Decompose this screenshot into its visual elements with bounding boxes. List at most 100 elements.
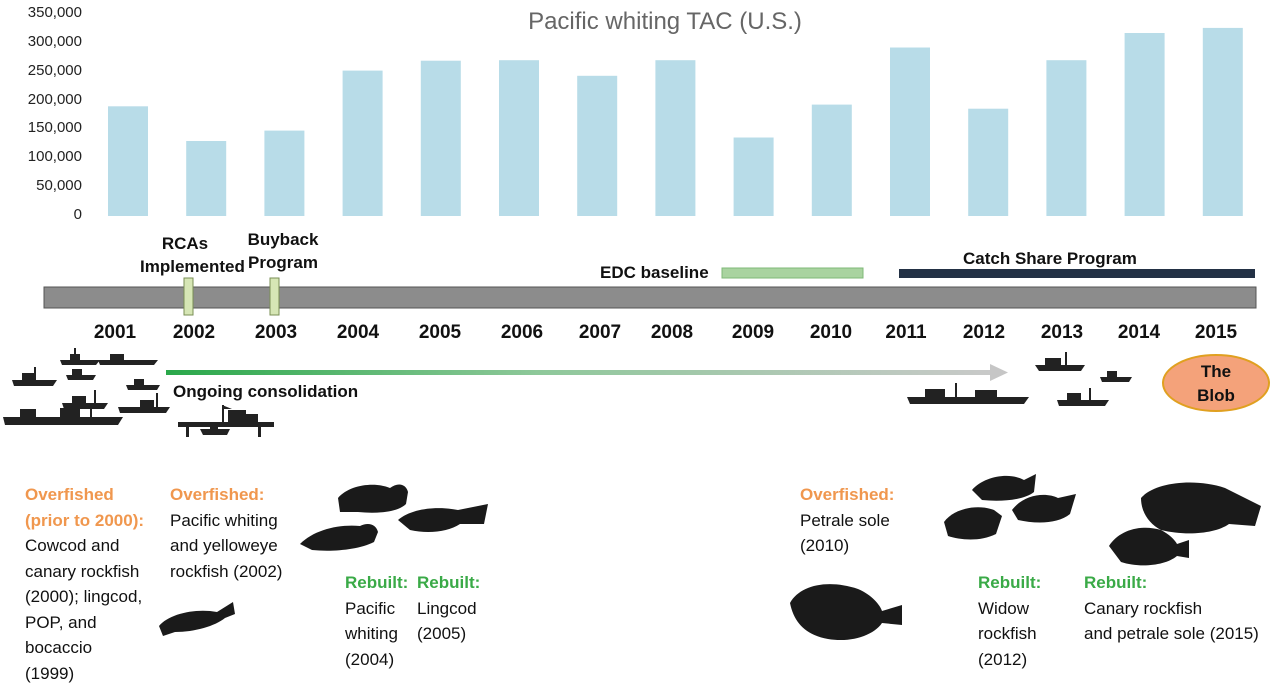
note-rebuilt-lingcod: Rebuilt: Lingcod (2005) — [417, 570, 480, 647]
rockfish-group-icon — [300, 484, 488, 551]
note2-heading: Overfished: — [170, 485, 265, 504]
y-tick-label: 350,000 — [27, 4, 82, 21]
bar-2005 — [420, 60, 461, 217]
note2-line: and yelloweye — [170, 536, 278, 555]
note-overfished-2002: Overfished: Pacific whiting and yellowey… — [170, 482, 282, 584]
timeline-year-2010: 2010 — [809, 322, 853, 343]
buyback-label-line1: Buyback — [247, 230, 319, 249]
note1-line: POP, and — [25, 612, 97, 632]
fleet-left-icon — [3, 348, 170, 425]
note6-line: rockfish — [978, 624, 1037, 643]
note3-heading: Rebuilt: — [345, 573, 409, 592]
bar-2007 — [577, 75, 618, 216]
catch-share-label: Catch Share Program — [963, 249, 1137, 268]
buyback-marker — [269, 277, 280, 316]
timeline-year-2001: 2001 — [93, 322, 137, 343]
note5-line: Petrale sole — [800, 510, 890, 530]
note-rebuilt-canary-petrale: Rebuilt: Canary rockfish and petrale sol… — [1084, 570, 1259, 647]
bar-2012 — [968, 108, 1009, 216]
bar-2010 — [811, 104, 852, 216]
note1-line: Cowcod and — [25, 536, 120, 555]
note3-line: whiting — [345, 624, 398, 643]
note7-line: and petrale sole (2015) — [1084, 624, 1259, 643]
note-rebuilt-whiting: Rebuilt: Pacific whiting (2004) — [345, 570, 408, 672]
the-blob-line1: The — [1200, 362, 1232, 381]
timeline-year-2013: 2013 — [1040, 322, 1084, 343]
note6-line: (2012) — [978, 649, 1028, 669]
widow-rockfish-group-icon — [944, 474, 1076, 540]
timeline-bar-layer — [43, 267, 1257, 316]
bar-2003 — [264, 130, 305, 216]
bar-2008 — [655, 60, 696, 217]
timeline-year-2015: 2015 — [1194, 322, 1238, 343]
processing-dock-icon — [178, 405, 274, 437]
note1-line: canary rockfish — [25, 561, 140, 581]
note-overfished-petrale: Overfished: Petrale sole (2010) — [800, 482, 894, 559]
y-tick-label: 250,000 — [27, 61, 82, 79]
note1-line: (1999) — [25, 663, 75, 683]
the-blob-label: The Blob — [1160, 360, 1272, 408]
timeline-year-2007: 2007 — [578, 322, 622, 343]
note5-heading: Overfished: — [800, 485, 895, 504]
buyback-label-line2: Program — [248, 253, 318, 272]
bar-2011 — [890, 47, 930, 216]
note4-heading: Rebuilt: — [417, 573, 481, 592]
note2-line: Pacific whiting — [170, 510, 278, 530]
bar-2001 — [108, 106, 148, 216]
timeline-year-2011: 2011 — [885, 322, 927, 343]
y-tick-label: 150,000 — [27, 119, 82, 137]
consolidation-label: Ongoing consolidation — [173, 382, 359, 401]
note-overfished-prior-2000: Overfished (prior to 2000): Cowcod and c… — [25, 482, 144, 686]
note2-line: rockfish (2002) — [170, 561, 283, 581]
rcas-marker — [183, 277, 194, 316]
note7-line: Canary rockfish — [1084, 598, 1203, 618]
fleet-right-icon — [907, 352, 1132, 406]
timeline-axis-bar — [43, 286, 1257, 309]
bar-2015 — [1202, 27, 1243, 217]
note-rebuilt-widow: Rebuilt: Widow rockfish (2012) — [978, 570, 1041, 672]
bar-2009 — [733, 137, 774, 216]
bar-chart — [108, 27, 1243, 217]
edc-baseline-label: EDC baseline — [600, 263, 709, 282]
y-tick-label: 0 — [73, 206, 82, 223]
chart-title: Pacific whiting TAC (U.S.) — [528, 8, 802, 35]
y-tick-label: 200,000 — [27, 90, 82, 108]
the-blob-line2: Blob — [1197, 386, 1235, 405]
note7-heading: Rebuilt: — [1084, 573, 1148, 592]
note1-heading-1: Overfished — [25, 485, 114, 504]
note3-line: (2004) — [345, 649, 395, 669]
edc-baseline-bar — [721, 267, 864, 279]
timeline-year-2006: 2006 — [500, 322, 544, 343]
timeline-year-2004: 2004 — [336, 322, 380, 343]
rcas-label-line2: Implemented — [140, 257, 245, 276]
note1-heading-2: (prior to 2000): — [25, 510, 145, 530]
note3-line: Pacific — [345, 598, 396, 618]
timeline-year-2008: 2008 — [650, 322, 694, 343]
consolidation-arrow — [166, 364, 1008, 381]
rcas-label: RCAs Implemented — [140, 232, 245, 278]
timeline-year-2002: 2002 — [172, 322, 216, 343]
note1-line: bocaccio — [25, 638, 93, 657]
timeline-year-2014: 2014 — [1117, 322, 1161, 343]
timeline-year-2012: 2012 — [962, 322, 1006, 343]
y-tick-label: 300,000 — [27, 32, 82, 50]
note4-line: Lingcod — [417, 598, 477, 618]
y-tick-label: 50,000 — [36, 177, 82, 195]
bar-2014 — [1124, 33, 1165, 216]
bar-2004 — [342, 70, 383, 216]
note4-line: (2005) — [417, 624, 467, 643]
timeline-year-2009: 2009 — [731, 322, 775, 343]
note6-heading: Rebuilt: — [978, 573, 1042, 592]
y-tick-label: 100,000 — [27, 148, 82, 166]
lingcod-fish-icon — [159, 602, 235, 636]
the-blob-badge — [1162, 354, 1270, 412]
bar-2006 — [499, 60, 539, 217]
catch-share-bar — [899, 269, 1255, 278]
note6-line: Widow — [978, 598, 1030, 618]
petrale-sole-fish-icon — [790, 584, 902, 641]
rcas-label-line1: RCAs — [161, 234, 209, 253]
timeline-year-2005: 2005 — [418, 322, 462, 343]
canary-petrale-fish-group-icon — [1109, 482, 1261, 566]
note1-line: (2000); lingcod, — [25, 587, 143, 606]
